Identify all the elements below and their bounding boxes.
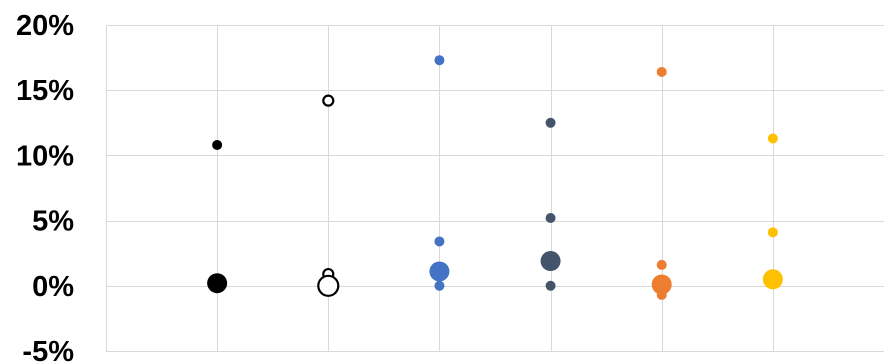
data-point	[545, 117, 556, 128]
data-point	[212, 139, 223, 150]
y-tick-label: 20%	[16, 10, 74, 42]
data-point	[434, 280, 445, 291]
y-axis-tick-labels: -5% 0% 5% 10% 15% 20%	[16, 10, 74, 362]
data-point	[545, 212, 556, 223]
y-tick-label: -5%	[22, 336, 74, 362]
gridlines	[106, 25, 884, 352]
data-point	[317, 274, 340, 297]
data-point	[540, 251, 561, 272]
y-tick-label: 15%	[16, 75, 74, 107]
y-tick-label: 10%	[16, 140, 74, 172]
data-point	[762, 269, 783, 290]
data-point	[429, 261, 450, 282]
data-point	[322, 94, 335, 107]
data-point	[434, 236, 445, 247]
data-point	[545, 280, 556, 291]
data-point	[767, 227, 778, 238]
y-tick-label: 0%	[32, 271, 74, 303]
data-point	[651, 274, 672, 295]
data-point	[656, 289, 667, 300]
data-point	[434, 55, 445, 66]
data-point	[767, 133, 778, 144]
data-point	[656, 259, 667, 270]
y-tick-label: 5%	[32, 206, 74, 238]
data-points	[207, 55, 783, 300]
data-point	[207, 273, 228, 294]
data-point	[656, 66, 667, 77]
